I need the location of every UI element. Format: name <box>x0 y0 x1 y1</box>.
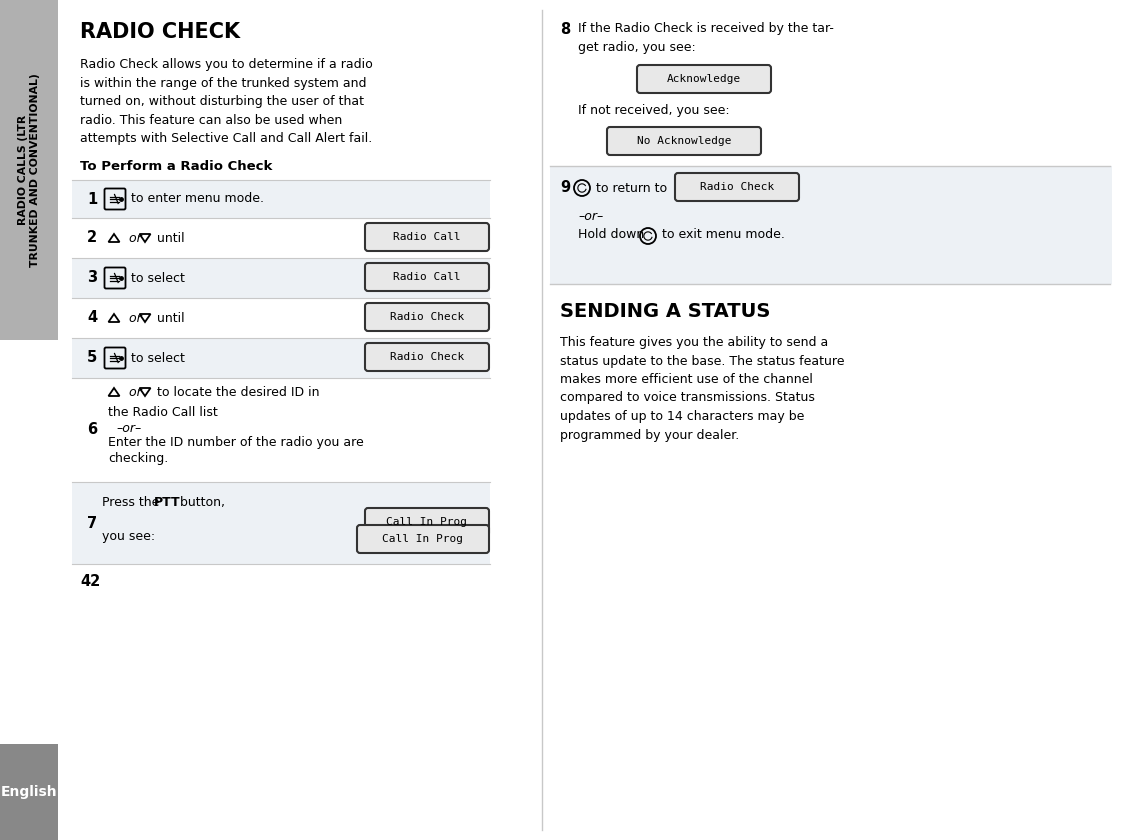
Text: –or–: –or– <box>578 210 604 223</box>
Text: PTT: PTT <box>154 496 181 509</box>
Text: Call In Prog: Call In Prog <box>386 517 468 527</box>
Text: Radio Call: Radio Call <box>393 232 461 242</box>
Bar <box>72 338 490 378</box>
Text: to exit menu mode.: to exit menu mode. <box>657 228 785 241</box>
Text: or: or <box>125 312 146 324</box>
Bar <box>0 0 58 340</box>
Text: button,: button, <box>176 496 226 509</box>
Text: Radio Check allows you to determine if a radio
is within the range of the trunke: Radio Check allows you to determine if a… <box>80 58 373 145</box>
Text: Acknowledge: Acknowledge <box>666 74 742 84</box>
Text: 7: 7 <box>86 516 98 531</box>
FancyBboxPatch shape <box>365 508 489 536</box>
Text: –or–: –or– <box>116 422 141 435</box>
FancyBboxPatch shape <box>365 263 489 291</box>
FancyBboxPatch shape <box>365 343 489 371</box>
FancyBboxPatch shape <box>365 303 489 331</box>
Text: to return to: to return to <box>592 181 668 195</box>
Text: Radio Check: Radio Check <box>389 352 465 362</box>
FancyBboxPatch shape <box>365 223 489 251</box>
Bar <box>0 744 58 840</box>
Text: No Acknowledge: No Acknowledge <box>637 136 732 146</box>
Text: you see:: you see: <box>102 530 155 543</box>
Text: This feature gives you the ability to send a
status update to the base. The stat: This feature gives you the ability to se… <box>560 336 845 442</box>
Text: Radio Check: Radio Check <box>700 182 774 192</box>
Text: To Perform a Radio Check: To Perform a Radio Check <box>80 160 273 173</box>
Text: SENDING A STATUS: SENDING A STATUS <box>560 302 771 321</box>
Text: to select: to select <box>127 271 185 285</box>
Text: Radio Call: Radio Call <box>393 272 461 282</box>
Text: until: until <box>157 312 185 324</box>
Text: If not received, you see:: If not received, you see: <box>578 104 729 117</box>
Text: 6: 6 <box>86 423 98 438</box>
Text: 3: 3 <box>86 270 98 286</box>
Text: 4: 4 <box>86 311 98 325</box>
Text: or: or <box>125 386 146 398</box>
Text: the Radio Call list: the Radio Call list <box>108 406 218 419</box>
Text: RADIO CHECK: RADIO CHECK <box>80 22 240 42</box>
Text: Hold down: Hold down <box>578 228 649 241</box>
Bar <box>72 180 490 218</box>
Text: 9: 9 <box>560 180 570 195</box>
Text: 8: 8 <box>560 22 570 37</box>
Text: to locate the desired ID in: to locate the desired ID in <box>157 386 320 398</box>
Text: Enter the ID number of the radio you are: Enter the ID number of the radio you are <box>108 436 364 449</box>
Text: Call In Prog: Call In Prog <box>383 534 463 544</box>
Bar <box>72 482 490 564</box>
FancyBboxPatch shape <box>607 127 761 155</box>
FancyBboxPatch shape <box>675 173 799 201</box>
Text: Press the: Press the <box>102 496 164 509</box>
Text: checking.: checking. <box>108 452 168 465</box>
Text: English: English <box>1 785 57 799</box>
Bar <box>550 166 1112 284</box>
Text: 42: 42 <box>80 574 100 589</box>
Bar <box>72 258 490 298</box>
Text: or: or <box>125 232 146 244</box>
Text: 5: 5 <box>86 350 98 365</box>
Text: to select: to select <box>127 351 185 365</box>
Text: 2: 2 <box>86 230 98 245</box>
FancyBboxPatch shape <box>357 525 489 553</box>
Text: until: until <box>157 232 185 244</box>
Text: to enter menu mode.: to enter menu mode. <box>127 192 264 206</box>
FancyBboxPatch shape <box>637 65 771 93</box>
Text: Radio Check: Radio Check <box>389 312 465 322</box>
Text: RADIO CALLS (LTR
TRUNKED AND CONVENTIONAL): RADIO CALLS (LTR TRUNKED AND CONVENTIONA… <box>18 73 39 267</box>
Text: If the Radio Check is received by the tar-
get radio, you see:: If the Radio Check is received by the ta… <box>578 22 834 54</box>
Text: 1: 1 <box>86 192 98 207</box>
